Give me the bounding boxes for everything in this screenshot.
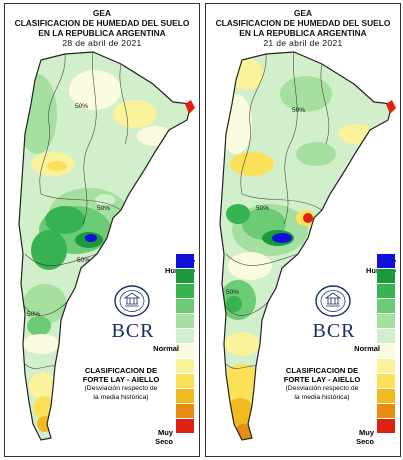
legend-swatch	[377, 389, 395, 404]
org-label: GEA	[92, 8, 112, 18]
legend-swatch	[377, 374, 395, 389]
legend-swatch	[377, 269, 395, 284]
color-legend	[377, 254, 395, 434]
legend-swatch	[176, 359, 194, 374]
title-line2: EN LA REPUBLICA ARGENTINA	[38, 28, 166, 38]
legend-dry-label: Muy Seco	[155, 428, 173, 446]
bcr-seal-icon	[315, 285, 351, 317]
legend-swatch	[377, 329, 395, 344]
title-line1: CLASIFICACION DE HUMEDAD DEL SUELO	[14, 18, 190, 28]
contour-label: 50%	[226, 289, 239, 296]
bcr-logo: BCR	[312, 320, 356, 342]
deviation-note: (Desviación respecto de la media históri…	[84, 385, 158, 401]
legend-swatch	[176, 299, 194, 314]
legend-swatch	[176, 389, 194, 404]
soil-moisture-map: 50% 50% 50%	[219, 51, 396, 441]
map-header: GEA CLASIFICACION DE HUMEDAD DEL SUELO E…	[206, 8, 400, 48]
map-date: 21 de abril de 2021	[263, 38, 343, 48]
map-header: GEA CLASIFICACION DE HUMEDAD DEL SUELO E…	[5, 8, 199, 48]
legend-dry-label: Muy Seco	[356, 428, 374, 446]
legend-swatch	[176, 404, 194, 419]
map-date: 28 de abril de 2021	[62, 38, 142, 48]
legend-swatch	[176, 254, 194, 269]
legend-swatch	[176, 284, 194, 299]
legend-swatch	[377, 314, 395, 329]
org-label: GEA	[293, 8, 313, 18]
soil-moisture-map: 50% 50% 50% 50%	[18, 51, 195, 441]
map-panel-april-21: 50% 50% 50% GEA CLASIFICACION DE HUMEDAD…	[205, 3, 401, 457]
contour-label: 50%	[77, 257, 90, 264]
legend-swatch	[176, 419, 194, 434]
legend-swatch	[176, 269, 194, 284]
contour-label: 50%	[292, 107, 305, 114]
deviation-note: (Desviación respecto de la media históri…	[285, 385, 359, 401]
legend-swatch	[377, 284, 395, 299]
legend-swatch	[377, 404, 395, 419]
title-line2: EN LA REPUBLICA ARGENTINA	[239, 28, 367, 38]
title-line1: CLASIFICACION DE HUMEDAD DEL SUELO	[215, 18, 391, 28]
classification-title: CLASIFICACION DE FORTE LAY - AIELLO	[82, 366, 160, 384]
legend-swatch	[176, 344, 194, 359]
bcr-logo: BCR	[111, 320, 155, 342]
classification-title: CLASIFICACION DE FORTE LAY - AIELLO	[283, 366, 361, 384]
legend-swatch	[377, 359, 395, 374]
contour-label: 50%	[27, 311, 40, 318]
legend-swatch	[377, 419, 395, 434]
contour-label: 50%	[97, 205, 110, 212]
legend-swatch	[377, 344, 395, 359]
legend-swatch	[377, 254, 395, 269]
legend-swatch	[176, 329, 194, 344]
bcr-seal-icon	[114, 285, 150, 317]
color-legend	[176, 254, 194, 434]
legend-swatch	[176, 374, 194, 389]
legend-normal-label: Normal	[153, 344, 179, 353]
legend-swatch	[377, 299, 395, 314]
contour-label: 50%	[75, 103, 88, 110]
map-panel-april-28: 50% 50% 50% 50% GEA CLASIFICACION DE HUM…	[4, 3, 200, 457]
contour-label: 50%	[256, 205, 269, 212]
legend-swatch	[176, 314, 194, 329]
legend-normal-label: Normal	[354, 344, 380, 353]
